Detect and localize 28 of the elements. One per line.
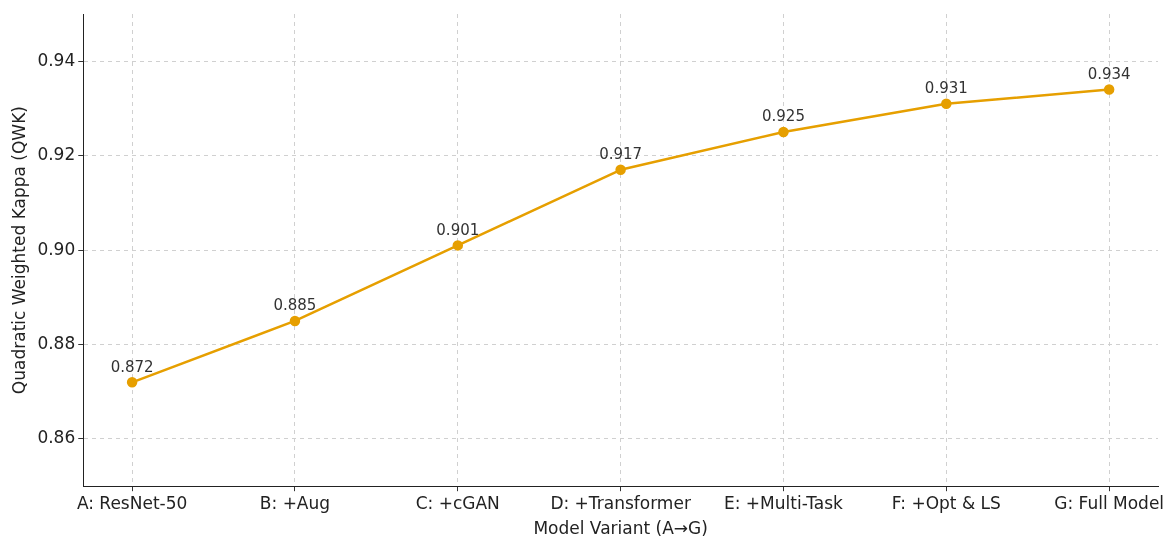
point bbox=[1103, 84, 1115, 95]
data-label: 0.934 bbox=[1087, 64, 1131, 83]
data-label: 0.885 bbox=[273, 296, 317, 315]
data-label: 0.872 bbox=[110, 357, 154, 376]
y-tick-label: 0.94 bbox=[37, 49, 76, 70]
x-tick-label: A: ResNet-50 bbox=[76, 492, 188, 513]
y-axis-title: Quadratic Weighted Kappa (QWK) bbox=[8, 106, 29, 395]
data-label: 0.925 bbox=[761, 107, 805, 126]
point bbox=[289, 315, 301, 327]
point bbox=[941, 98, 952, 109]
data-label: 0.931 bbox=[924, 79, 968, 98]
data-label: 0.917 bbox=[599, 145, 643, 164]
x-tick-label: E: +Multi-Task bbox=[724, 492, 844, 513]
data-label: 0.901 bbox=[436, 220, 480, 239]
x-tick-label: B: +Aug bbox=[259, 492, 331, 513]
point bbox=[126, 377, 138, 388]
y-tick-label: 0.90 bbox=[37, 238, 76, 259]
y-tick-label: 0.92 bbox=[37, 144, 76, 165]
point bbox=[615, 164, 626, 176]
x-axis-title: Model Variant (A→G) bbox=[533, 518, 708, 539]
x-tick-label: G: Full Model bbox=[1054, 492, 1165, 513]
x-tick-label: C: +cGAN bbox=[415, 492, 500, 513]
x-tick-label: F: +Opt & LS bbox=[891, 492, 1001, 513]
point bbox=[778, 126, 789, 138]
x-tick-label: D: +Transformer bbox=[550, 492, 691, 513]
y-tick-label: 0.88 bbox=[37, 332, 76, 353]
y-tick-label: 0.86 bbox=[37, 427, 76, 448]
point bbox=[452, 240, 464, 251]
